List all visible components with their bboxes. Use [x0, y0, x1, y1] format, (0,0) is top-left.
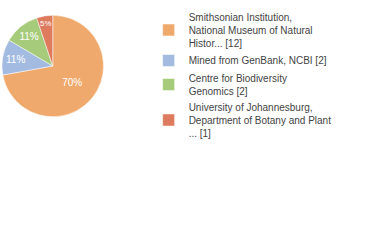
svg-text:University of Johannesburg,Dep: University of Johannesburg,Department of…: [189, 102, 332, 139]
svg-text:Smithsonian Institution,Nation: Smithsonian Institution,National Museum …: [189, 12, 313, 49]
svg-text:11%: 11%: [19, 31, 38, 42]
svg-text:Mined from GenBank, NCBI [2]: Mined from GenBank, NCBI [2]: [189, 55, 327, 66]
svg-text:70%: 70%: [62, 77, 82, 88]
svg-text:Centre for BiodiversityGenomic: Centre for BiodiversityGenomics [2]: [189, 73, 287, 97]
svg-text:5%: 5%: [40, 19, 51, 28]
svg-text:11%: 11%: [6, 54, 25, 65]
